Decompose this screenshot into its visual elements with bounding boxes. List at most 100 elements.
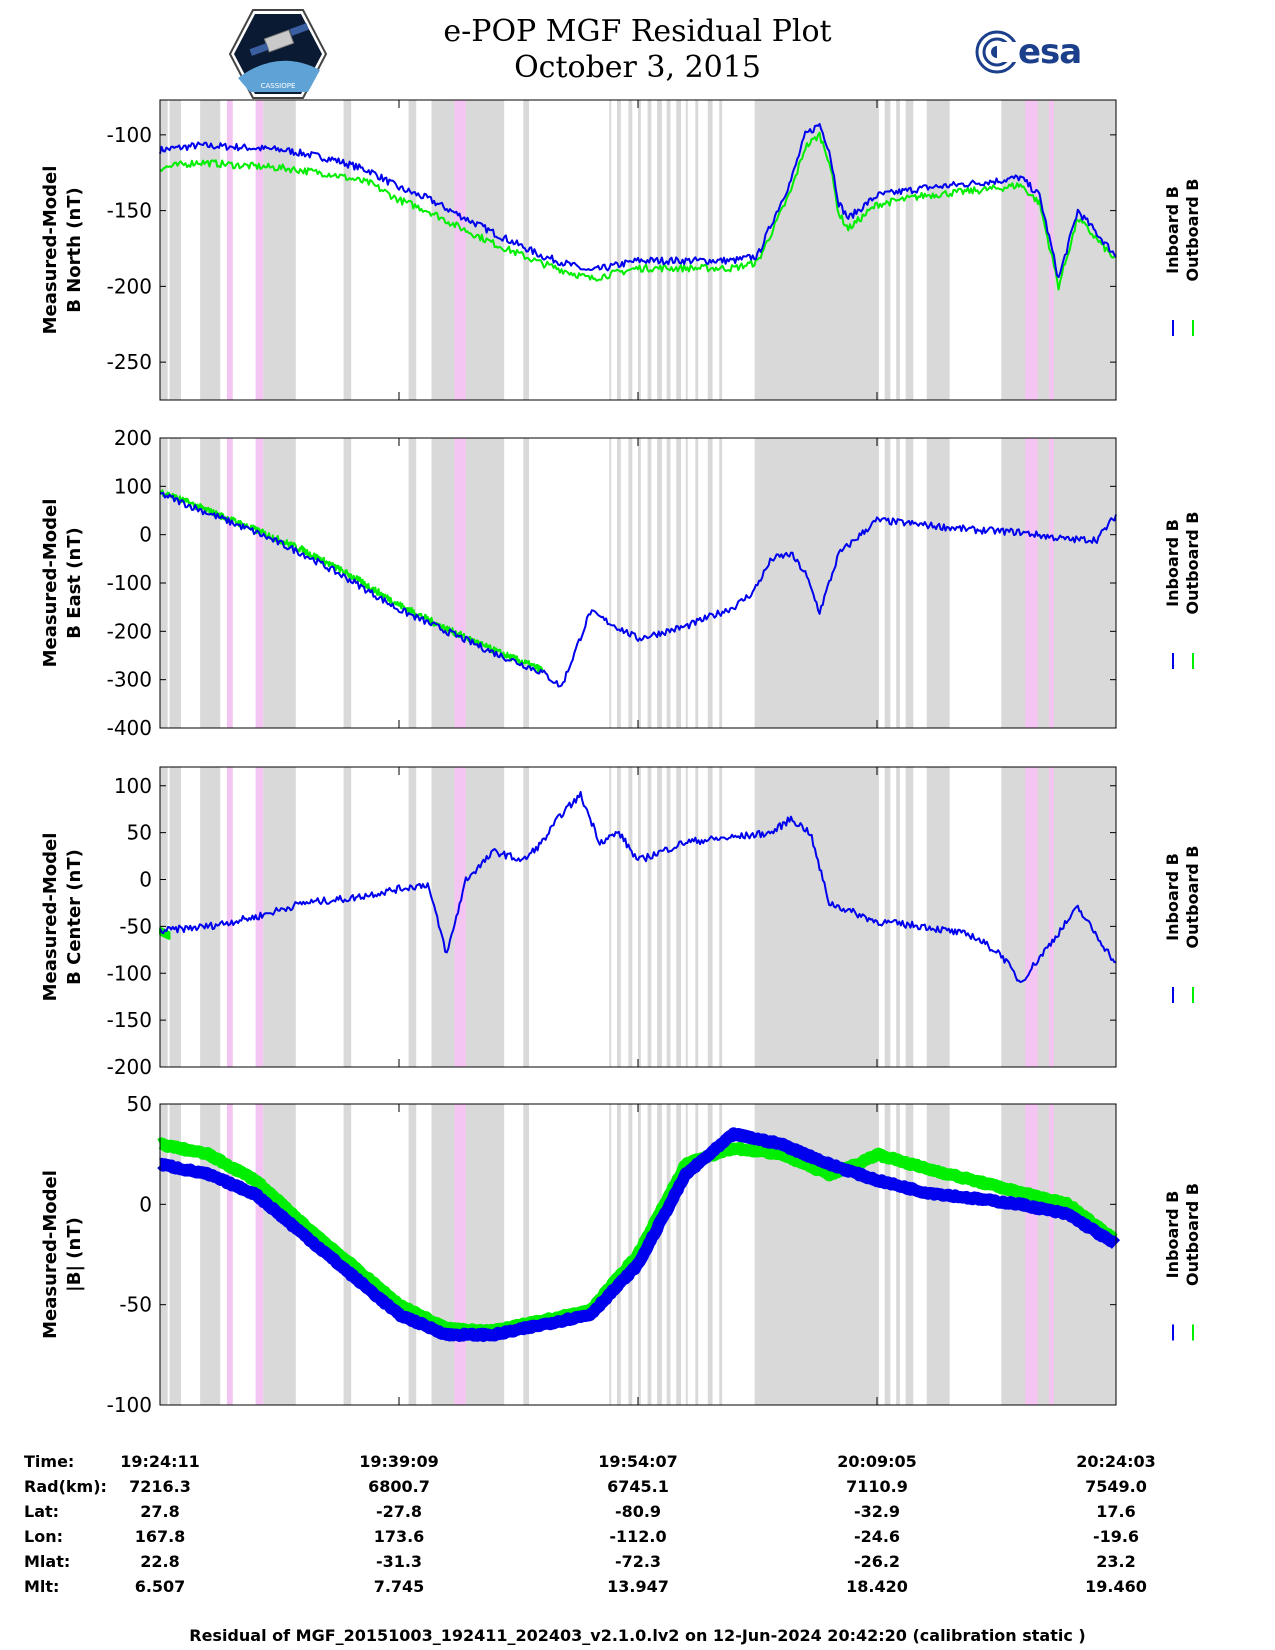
panel-2: 200 100 0 -100 -200 -300 -400 Measured-Model B E… xyxy=(40,426,1202,740)
info-cell: -24.6 xyxy=(853,1527,901,1546)
info-cell: -27.8 xyxy=(375,1502,423,1521)
shade-gray xyxy=(616,1104,621,1405)
shade-gray xyxy=(263,100,296,400)
y-tick-label: -100 xyxy=(107,571,152,595)
y-tick-label: -50 xyxy=(119,1293,152,1317)
y-tick-label: -150 xyxy=(107,199,152,223)
shade-gray xyxy=(638,100,641,400)
shade-gray xyxy=(616,438,621,728)
shade-gray xyxy=(685,767,688,1067)
shade-gray xyxy=(431,1104,505,1405)
shade-gray xyxy=(666,1104,671,1405)
info-cell: 20:09:05 xyxy=(837,1452,917,1471)
y-axis-label: |B| (nT) xyxy=(64,1217,85,1292)
shade-gray xyxy=(896,438,900,728)
shade-gray xyxy=(169,767,182,1067)
info-row-label: Rad(km): xyxy=(24,1477,107,1496)
shade-gray xyxy=(719,438,723,728)
shade-gray xyxy=(884,438,891,728)
y-tick-label: -300 xyxy=(107,668,152,692)
y-tick-label: 100 xyxy=(114,474,152,498)
shade-pink xyxy=(1025,767,1038,1067)
shade-gray xyxy=(628,100,633,400)
shade-gray xyxy=(666,100,671,400)
shade-gray xyxy=(160,1104,168,1405)
shade-gray xyxy=(695,438,699,728)
shade-gray xyxy=(657,100,662,400)
info-row-label: Mlt: xyxy=(24,1577,60,1596)
shade-gray xyxy=(431,100,505,400)
y-axis-label: B East (nT) xyxy=(64,527,85,639)
shade-gray xyxy=(926,100,950,400)
legend-inboard-label: Inboard B xyxy=(1163,519,1182,607)
shade-pink xyxy=(226,438,233,728)
y-axis-label: Measured-Model xyxy=(40,833,61,1002)
series-outboard-line xyxy=(159,131,1117,291)
title-line-1: e-POP MGF Residual Plot xyxy=(443,14,832,49)
shade-gray xyxy=(754,100,879,400)
shade-gray xyxy=(263,767,296,1067)
shade-pink xyxy=(255,438,264,728)
series-outboard-line xyxy=(159,926,171,940)
shade-gray xyxy=(523,767,530,1067)
shade-pink xyxy=(226,767,233,1067)
info-cell: 6745.1 xyxy=(607,1477,669,1496)
y-axis-label: Measured-Model xyxy=(40,166,61,335)
y-tick-label: -50 xyxy=(119,914,152,938)
page-title: e-POP MGF Residual Plot October 3, 2015 xyxy=(0,14,1275,86)
info-cell: 6.507 xyxy=(134,1577,186,1596)
series-inboard-line xyxy=(159,491,1117,688)
shade-gray xyxy=(657,1104,662,1405)
legend-inboard-label: Inboard B xyxy=(1163,1191,1182,1279)
shade-gray xyxy=(685,100,688,400)
shade-pink xyxy=(255,100,264,400)
shade-gray xyxy=(754,438,879,728)
shade-gray xyxy=(926,767,950,1067)
shade-gray xyxy=(695,100,699,400)
shade-pink xyxy=(1025,100,1038,400)
info-cell: -19.6 xyxy=(1092,1527,1140,1546)
shade-gray xyxy=(719,767,723,1067)
shade-pink xyxy=(255,1104,264,1405)
info-row-label: Mlat: xyxy=(24,1552,71,1571)
info-cell: 18.420 xyxy=(846,1577,908,1596)
shade-gray xyxy=(616,100,621,400)
shade-gray xyxy=(719,100,723,400)
shade-pink xyxy=(1049,767,1054,1067)
shade-pink xyxy=(454,438,466,728)
shade-gray xyxy=(666,767,671,1067)
shade-gray xyxy=(647,100,652,400)
shade-gray xyxy=(609,438,612,728)
panel-3: 100 50 0 -50 -100 -150 -200 Measured-Model B Cen… xyxy=(40,766,1202,1079)
shade-gray xyxy=(657,438,662,728)
shade-gray xyxy=(884,100,891,400)
shade-gray xyxy=(431,767,505,1067)
y-tick-label: -200 xyxy=(107,274,152,298)
info-cell: -31.3 xyxy=(375,1552,423,1571)
shade-pink xyxy=(454,767,466,1067)
shade-gray xyxy=(343,100,352,400)
shade-gray xyxy=(676,100,682,400)
shade-gray xyxy=(905,767,914,1067)
info-cell: -80.9 xyxy=(614,1502,662,1521)
shade-pink xyxy=(1025,438,1038,728)
esa-logo-icon xyxy=(975,30,1019,74)
info-cell: 23.2 xyxy=(1096,1552,1136,1571)
shade-gray xyxy=(884,1104,891,1405)
info-row-label: Lat: xyxy=(24,1502,60,1521)
shade-gray xyxy=(628,767,633,1067)
legend-outboard-label: Outboard B xyxy=(1183,512,1202,615)
y-tick-label: -200 xyxy=(107,1055,152,1079)
y-tick-label: -100 xyxy=(107,1393,152,1417)
y-tick-label: -250 xyxy=(107,350,152,374)
footer-caption: Residual of MGF_20151003_192411_202403_v… xyxy=(189,1626,1086,1645)
shade-gray xyxy=(647,438,652,728)
y-tick-label: -100 xyxy=(107,961,152,985)
shade-gray xyxy=(169,1104,182,1405)
shade-gray xyxy=(707,1104,713,1405)
shade-gray xyxy=(609,1104,612,1405)
shade-gray xyxy=(638,767,641,1067)
y-tick-label: 200 xyxy=(114,426,152,450)
shade-gray xyxy=(263,438,296,728)
shade-gray xyxy=(343,767,352,1067)
